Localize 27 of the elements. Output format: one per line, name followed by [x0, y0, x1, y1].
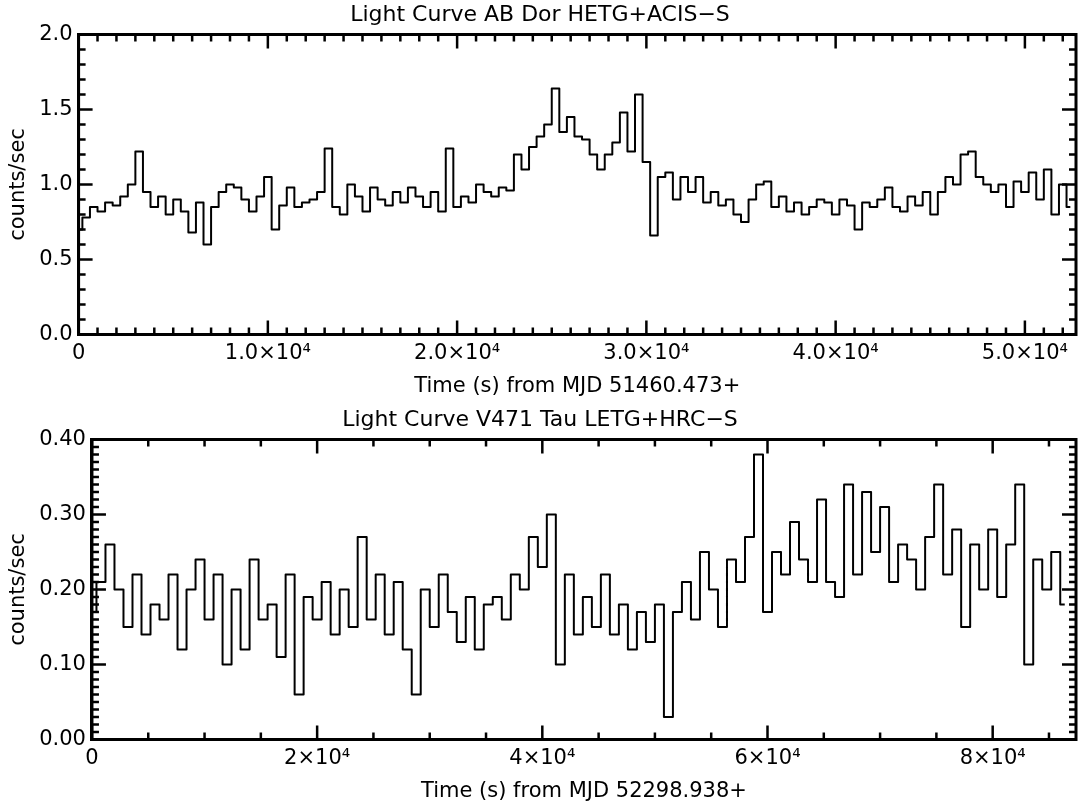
y-tick-label: 0.5	[39, 246, 73, 270]
y-axis-title: counts/sec	[5, 128, 30, 241]
x-tick-label: 0	[71, 339, 86, 364]
y-tick-label: 0.30	[39, 500, 86, 525]
x-tick-label: 3.0×10⁴	[603, 339, 690, 364]
y-tick-label: 0.20	[39, 575, 86, 600]
chart-title: Light Curve AB Dor HETG+ACIS−S	[350, 0, 730, 26]
y-tick-label: 1.5	[39, 95, 73, 120]
x-axis-title: Time (s) from MJD 52298.938+	[420, 777, 747, 802]
y-tick-label: 0.40	[39, 425, 86, 450]
x-tick-label: 4×10⁴	[509, 744, 576, 769]
x-tick-label: 1.0×10⁴	[224, 339, 311, 364]
chart-title: Light Curve V471 Tau LETG+HRC−S	[342, 405, 738, 431]
y-tick-label: 0.00	[39, 726, 86, 751]
x-tick-label: 2.0×10⁴	[414, 339, 501, 364]
x-tick-label: 4.0×10⁴	[792, 339, 879, 364]
x-axis-title: Time (s) from MJD 51460.473+	[413, 372, 741, 397]
x-tick-label: 8×10⁴	[959, 744, 1026, 769]
y-axis-title: counts/sec	[5, 533, 30, 646]
x-tick-label: 2×10⁴	[284, 744, 351, 769]
x-tick-label: 6×10⁴	[734, 744, 801, 769]
x-tick-label: 0	[85, 744, 99, 769]
y-tick-label: 2.0	[39, 20, 73, 45]
x-tick-label: 5.0×10⁴	[981, 339, 1068, 364]
y-tick-label: 0.10	[39, 651, 86, 675]
y-tick-label: 1.0	[39, 170, 73, 195]
y-tick-label: 0.0	[39, 321, 73, 346]
